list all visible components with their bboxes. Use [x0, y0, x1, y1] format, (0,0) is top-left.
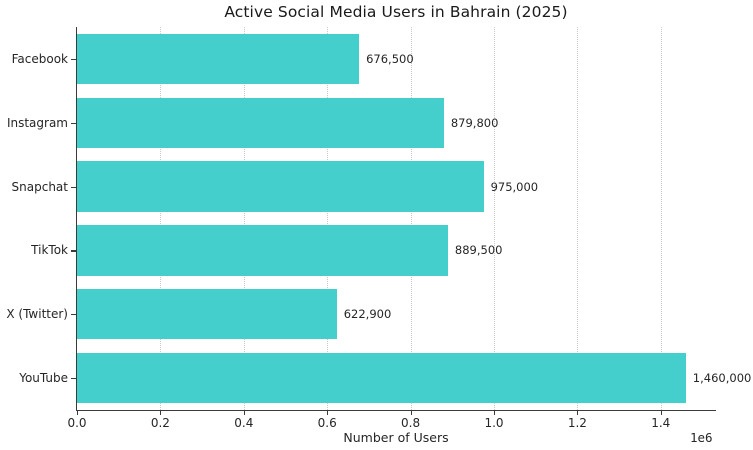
y-tick-mark	[71, 314, 76, 316]
chart-title: Active Social Media Users in Bahrain (20…	[224, 3, 568, 21]
gridline	[660, 27, 662, 410]
bar-value-label: 676,500	[366, 51, 414, 66]
x-tick-mark	[660, 411, 662, 415]
x-axis-spine	[76, 410, 716, 412]
bar-value-label: 1,460,000	[692, 371, 752, 386]
gridline	[493, 27, 495, 410]
bar-value-label: 889,500	[454, 243, 503, 258]
x-tick-label: 1.0	[484, 416, 504, 430]
bar	[77, 97, 444, 148]
y-tick-label: Instagram	[6, 115, 68, 130]
bar-value-label: 975,000	[490, 179, 539, 194]
gridline	[243, 27, 245, 410]
bar	[77, 352, 686, 404]
x-tick-label: 1.4	[651, 416, 671, 430]
x-tick-mark	[243, 411, 245, 415]
gridline	[410, 27, 412, 410]
x-axis-label: Number of Users	[343, 430, 449, 445]
x-tick-label: 0.4	[234, 416, 254, 430]
y-tick-mark	[71, 58, 76, 61]
bar	[77, 289, 337, 340]
y-tick-mark	[71, 378, 76, 380]
x-tick-label: 0.2	[150, 416, 170, 430]
y-tick-label: Snapchat	[11, 179, 68, 194]
y-tick-label: Facebook	[11, 51, 68, 66]
y-axis-spine	[76, 27, 78, 411]
bar	[77, 161, 484, 212]
plot-area: 676,500 879,800 975,000 889,500 622,900 1,460…	[77, 27, 751, 410]
x-tick-mark	[160, 411, 162, 415]
x-tick-mark	[577, 411, 579, 415]
x-axis-offset-text: 1e6	[690, 430, 713, 445]
y-tick-mark	[71, 250, 76, 252]
x-tick-label: 0.0	[67, 416, 87, 430]
x-tick-mark	[327, 411, 329, 415]
x-tick-label: 0.8	[401, 416, 421, 430]
gridline	[327, 27, 329, 410]
y-tick-mark	[71, 122, 76, 124]
bar	[77, 33, 360, 85]
y-tick-mark	[71, 186, 76, 188]
x-tick-mark	[410, 411, 412, 415]
bar	[77, 225, 448, 276]
bar-value-label: 622,900	[343, 307, 392, 322]
gridline	[577, 27, 579, 410]
y-tick-label: X (Twitter)	[6, 307, 68, 322]
x-tick-mark	[77, 411, 78, 415]
gridline	[160, 27, 162, 410]
y-tick-label: TikTok	[31, 243, 68, 258]
bar-value-label: 879,800	[450, 115, 499, 130]
y-axis-ticks: Facebook Instagram Snapchat TikTok X (Twitte…	[0, 0, 68, 450]
x-tick-mark	[493, 411, 495, 415]
x-tick-label: 0.6	[317, 416, 337, 430]
y-tick-label: YouTube	[19, 371, 68, 386]
x-tick-label: 1.2	[567, 416, 587, 430]
